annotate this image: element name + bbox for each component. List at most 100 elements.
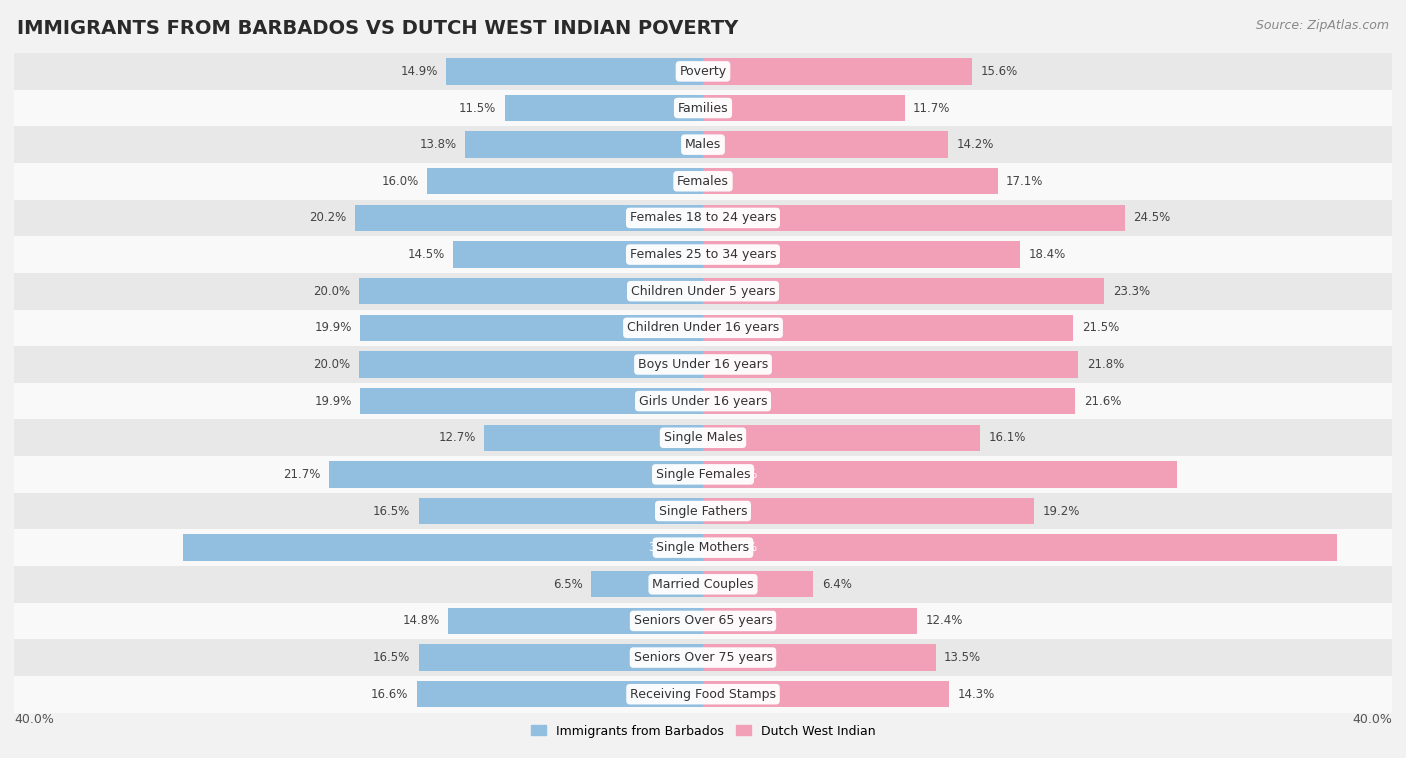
Bar xyxy=(360,388,703,415)
Text: 23.3%: 23.3% xyxy=(1114,285,1150,298)
Bar xyxy=(360,315,703,341)
Text: 13.8%: 13.8% xyxy=(419,138,457,151)
Text: 21.7%: 21.7% xyxy=(283,468,321,481)
Bar xyxy=(14,236,1392,273)
Text: 30.2%: 30.2% xyxy=(648,541,686,554)
Text: IMMIGRANTS FROM BARBADOS VS DUTCH WEST INDIAN POVERTY: IMMIGRANTS FROM BARBADOS VS DUTCH WEST I… xyxy=(17,19,738,38)
Text: 19.9%: 19.9% xyxy=(315,395,352,408)
Text: Males: Males xyxy=(685,138,721,151)
Text: Seniors Over 75 years: Seniors Over 75 years xyxy=(634,651,772,664)
Bar xyxy=(14,639,1392,676)
Text: Females 25 to 34 years: Females 25 to 34 years xyxy=(630,248,776,261)
Bar xyxy=(427,168,703,195)
Text: 17.1%: 17.1% xyxy=(1007,175,1043,188)
Bar xyxy=(14,127,1392,163)
Bar xyxy=(419,498,703,525)
Bar xyxy=(356,205,703,231)
Bar xyxy=(591,571,703,597)
Bar xyxy=(703,461,1177,487)
Text: Families: Families xyxy=(678,102,728,114)
Text: 16.6%: 16.6% xyxy=(371,688,409,700)
Bar xyxy=(14,493,1392,529)
Bar xyxy=(703,168,997,195)
Bar xyxy=(703,424,980,451)
Text: Single Fathers: Single Fathers xyxy=(659,505,747,518)
Bar xyxy=(703,498,1033,525)
Text: 36.8%: 36.8% xyxy=(720,541,758,554)
Bar xyxy=(446,58,703,85)
Text: 16.5%: 16.5% xyxy=(373,651,411,664)
Text: 13.5%: 13.5% xyxy=(945,651,981,664)
Text: 11.7%: 11.7% xyxy=(912,102,950,114)
Bar xyxy=(703,95,904,121)
Bar xyxy=(703,131,948,158)
Bar xyxy=(505,95,703,121)
Text: 21.8%: 21.8% xyxy=(1087,358,1125,371)
Text: 40.0%: 40.0% xyxy=(14,713,53,726)
Text: 27.5%: 27.5% xyxy=(720,468,758,481)
Bar xyxy=(14,419,1392,456)
Text: 6.5%: 6.5% xyxy=(553,578,582,590)
Bar xyxy=(14,199,1392,236)
Text: 16.5%: 16.5% xyxy=(373,505,411,518)
Bar xyxy=(453,241,703,268)
Text: Married Couples: Married Couples xyxy=(652,578,754,590)
Text: Females: Females xyxy=(678,175,728,188)
Text: 11.5%: 11.5% xyxy=(460,102,496,114)
Text: Females 18 to 24 years: Females 18 to 24 years xyxy=(630,211,776,224)
Bar xyxy=(703,278,1104,305)
Text: Girls Under 16 years: Girls Under 16 years xyxy=(638,395,768,408)
Bar xyxy=(14,383,1392,419)
Bar xyxy=(14,53,1392,89)
Bar xyxy=(703,644,935,671)
Bar xyxy=(703,681,949,707)
Text: 20.2%: 20.2% xyxy=(309,211,346,224)
Bar xyxy=(359,351,703,377)
Bar xyxy=(14,603,1392,639)
Bar xyxy=(465,131,703,158)
Text: 21.6%: 21.6% xyxy=(1084,395,1121,408)
Bar xyxy=(449,608,703,634)
Text: 40.0%: 40.0% xyxy=(1353,713,1392,726)
Bar xyxy=(14,566,1392,603)
Text: 20.0%: 20.0% xyxy=(312,285,350,298)
Text: 14.9%: 14.9% xyxy=(401,65,437,78)
Text: Seniors Over 65 years: Seniors Over 65 years xyxy=(634,615,772,628)
Bar xyxy=(14,676,1392,713)
Legend: Immigrants from Barbados, Dutch West Indian: Immigrants from Barbados, Dutch West Ind… xyxy=(526,719,880,743)
Bar xyxy=(14,273,1392,309)
Bar xyxy=(703,315,1073,341)
Bar xyxy=(359,278,703,305)
Bar xyxy=(14,163,1392,199)
Text: 20.0%: 20.0% xyxy=(312,358,350,371)
Bar xyxy=(14,456,1392,493)
Text: 14.8%: 14.8% xyxy=(402,615,440,628)
Bar xyxy=(703,205,1125,231)
Bar xyxy=(703,241,1019,268)
Bar xyxy=(703,571,813,597)
Text: 16.0%: 16.0% xyxy=(381,175,419,188)
Bar xyxy=(14,309,1392,346)
Text: 14.3%: 14.3% xyxy=(957,688,995,700)
Bar xyxy=(703,351,1078,377)
Bar xyxy=(703,608,917,634)
Bar xyxy=(329,461,703,487)
Text: 18.4%: 18.4% xyxy=(1029,248,1066,261)
Bar xyxy=(14,89,1392,127)
Text: 14.2%: 14.2% xyxy=(956,138,994,151)
Text: 15.6%: 15.6% xyxy=(980,65,1018,78)
Text: Single Males: Single Males xyxy=(664,431,742,444)
Text: 21.5%: 21.5% xyxy=(1083,321,1119,334)
Text: Boys Under 16 years: Boys Under 16 years xyxy=(638,358,768,371)
Text: Children Under 5 years: Children Under 5 years xyxy=(631,285,775,298)
Bar xyxy=(418,681,703,707)
Text: Source: ZipAtlas.com: Source: ZipAtlas.com xyxy=(1256,19,1389,32)
Text: 24.5%: 24.5% xyxy=(1133,211,1171,224)
Text: Poverty: Poverty xyxy=(679,65,727,78)
Text: 6.4%: 6.4% xyxy=(823,578,852,590)
Bar xyxy=(14,346,1392,383)
Text: 12.7%: 12.7% xyxy=(439,431,475,444)
Text: 14.5%: 14.5% xyxy=(408,248,444,261)
Text: Single Females: Single Females xyxy=(655,468,751,481)
Text: 19.2%: 19.2% xyxy=(1042,505,1080,518)
